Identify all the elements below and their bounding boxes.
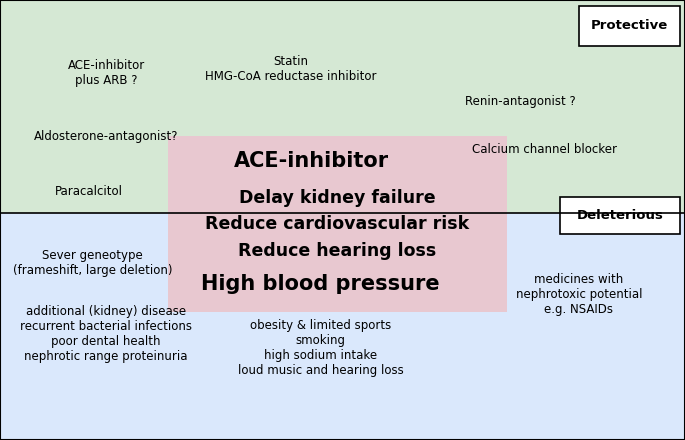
Text: High blood pressure: High blood pressure xyxy=(201,274,440,294)
Text: ACE-inhibitor: ACE-inhibitor xyxy=(234,150,389,171)
Text: Aldosterone-antagonist?: Aldosterone-antagonist? xyxy=(34,130,178,143)
Text: Calcium channel blocker: Calcium channel blocker xyxy=(472,143,617,156)
Text: ACE-inhibitor
plus ARB ?: ACE-inhibitor plus ARB ? xyxy=(68,59,145,88)
Bar xyxy=(560,197,680,234)
Bar xyxy=(0,0,685,213)
Bar xyxy=(168,136,507,312)
Text: Deleterious: Deleterious xyxy=(577,209,664,222)
Text: Sever geneotype
(frameshift, large deletion): Sever geneotype (frameshift, large delet… xyxy=(13,249,172,277)
Bar xyxy=(579,6,680,46)
Text: Statin
HMG-CoA reductase inhibitor: Statin HMG-CoA reductase inhibitor xyxy=(206,55,377,83)
Text: Paracalcitol: Paracalcitol xyxy=(55,185,123,198)
Text: medicines with
nephrotoxic potential
e.g. NSAIDs: medicines with nephrotoxic potential e.g… xyxy=(516,273,642,316)
Text: Protective: Protective xyxy=(591,19,668,33)
Text: additional (kidney) disease
recurrent bacterial infections
poor dental health
ne: additional (kidney) disease recurrent ba… xyxy=(20,305,192,363)
Text: obesity & limited sports
smoking
high sodium intake
loud music and hearing loss: obesity & limited sports smoking high so… xyxy=(238,319,403,377)
Text: Delay kidney failure
Reduce cardiovascular risk
Reduce hearing loss: Delay kidney failure Reduce cardiovascul… xyxy=(206,189,469,260)
Bar xyxy=(0,213,685,440)
Text: Renin-antagonist ?: Renin-antagonist ? xyxy=(465,95,576,108)
